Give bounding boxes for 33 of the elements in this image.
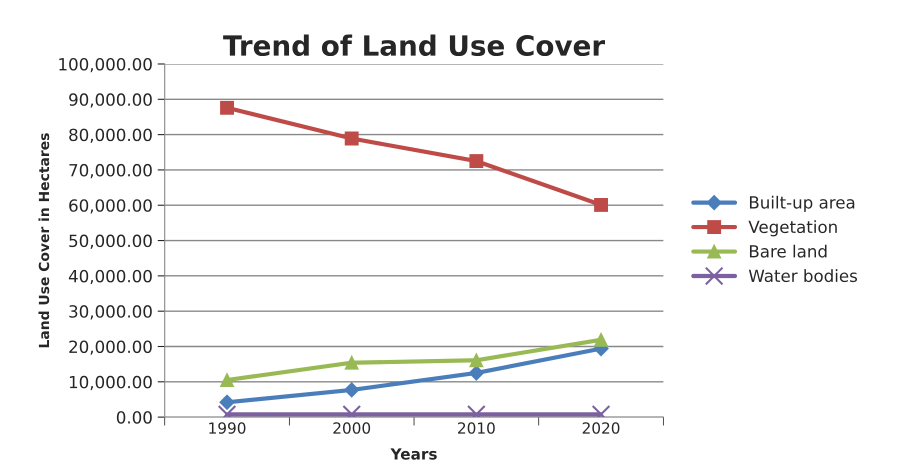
y-tick-label: 20,000.00 [69,340,152,355]
x-axis-title: Years [390,448,437,460]
y-tick-label: 40,000.00 [68,270,152,284]
y-tick-label: 30,000.00 [69,305,152,320]
x-tick-label: 2000 [333,422,370,434]
legend-label: Vegetation [748,220,837,236]
point [220,100,234,115]
y-tick-label: 80,000.00 [69,128,152,143]
y-tick-label: 50,000.00 [69,234,152,249]
point [344,132,359,146]
y-tick-label: 90,000.00 [69,93,152,108]
point [469,154,484,168]
point [594,332,608,347]
point [344,356,359,370]
point [344,382,360,398]
point [594,198,608,212]
x-tick-label: 2010 [458,422,495,434]
legend-label: Water bodies [748,269,858,282]
point [220,373,234,387]
x-tick-label: 1990 [209,422,246,434]
chart-title: Trend of Land Use Cover [223,34,606,56]
point [468,365,484,381]
y-axis-title: Land Use Cover in Hectares [38,133,50,348]
legend-label: Built-up area [750,196,854,212]
y-tick-label: 60,000.00 [69,199,152,214]
point [219,394,235,410]
x-tick-label: 2020 [582,422,620,434]
point [469,353,484,368]
y-tick-label: 70,000.00 [69,164,152,178]
legend-label: Bare land [750,244,826,258]
y-tick-label: 0.00 [116,411,152,424]
y-tick-label: 100,000.00 [59,58,152,72]
y-tick-label: 10,000.00 [70,376,152,390]
